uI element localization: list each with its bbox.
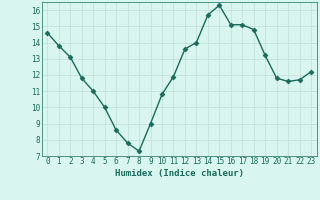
X-axis label: Humidex (Indice chaleur): Humidex (Indice chaleur) bbox=[115, 169, 244, 178]
